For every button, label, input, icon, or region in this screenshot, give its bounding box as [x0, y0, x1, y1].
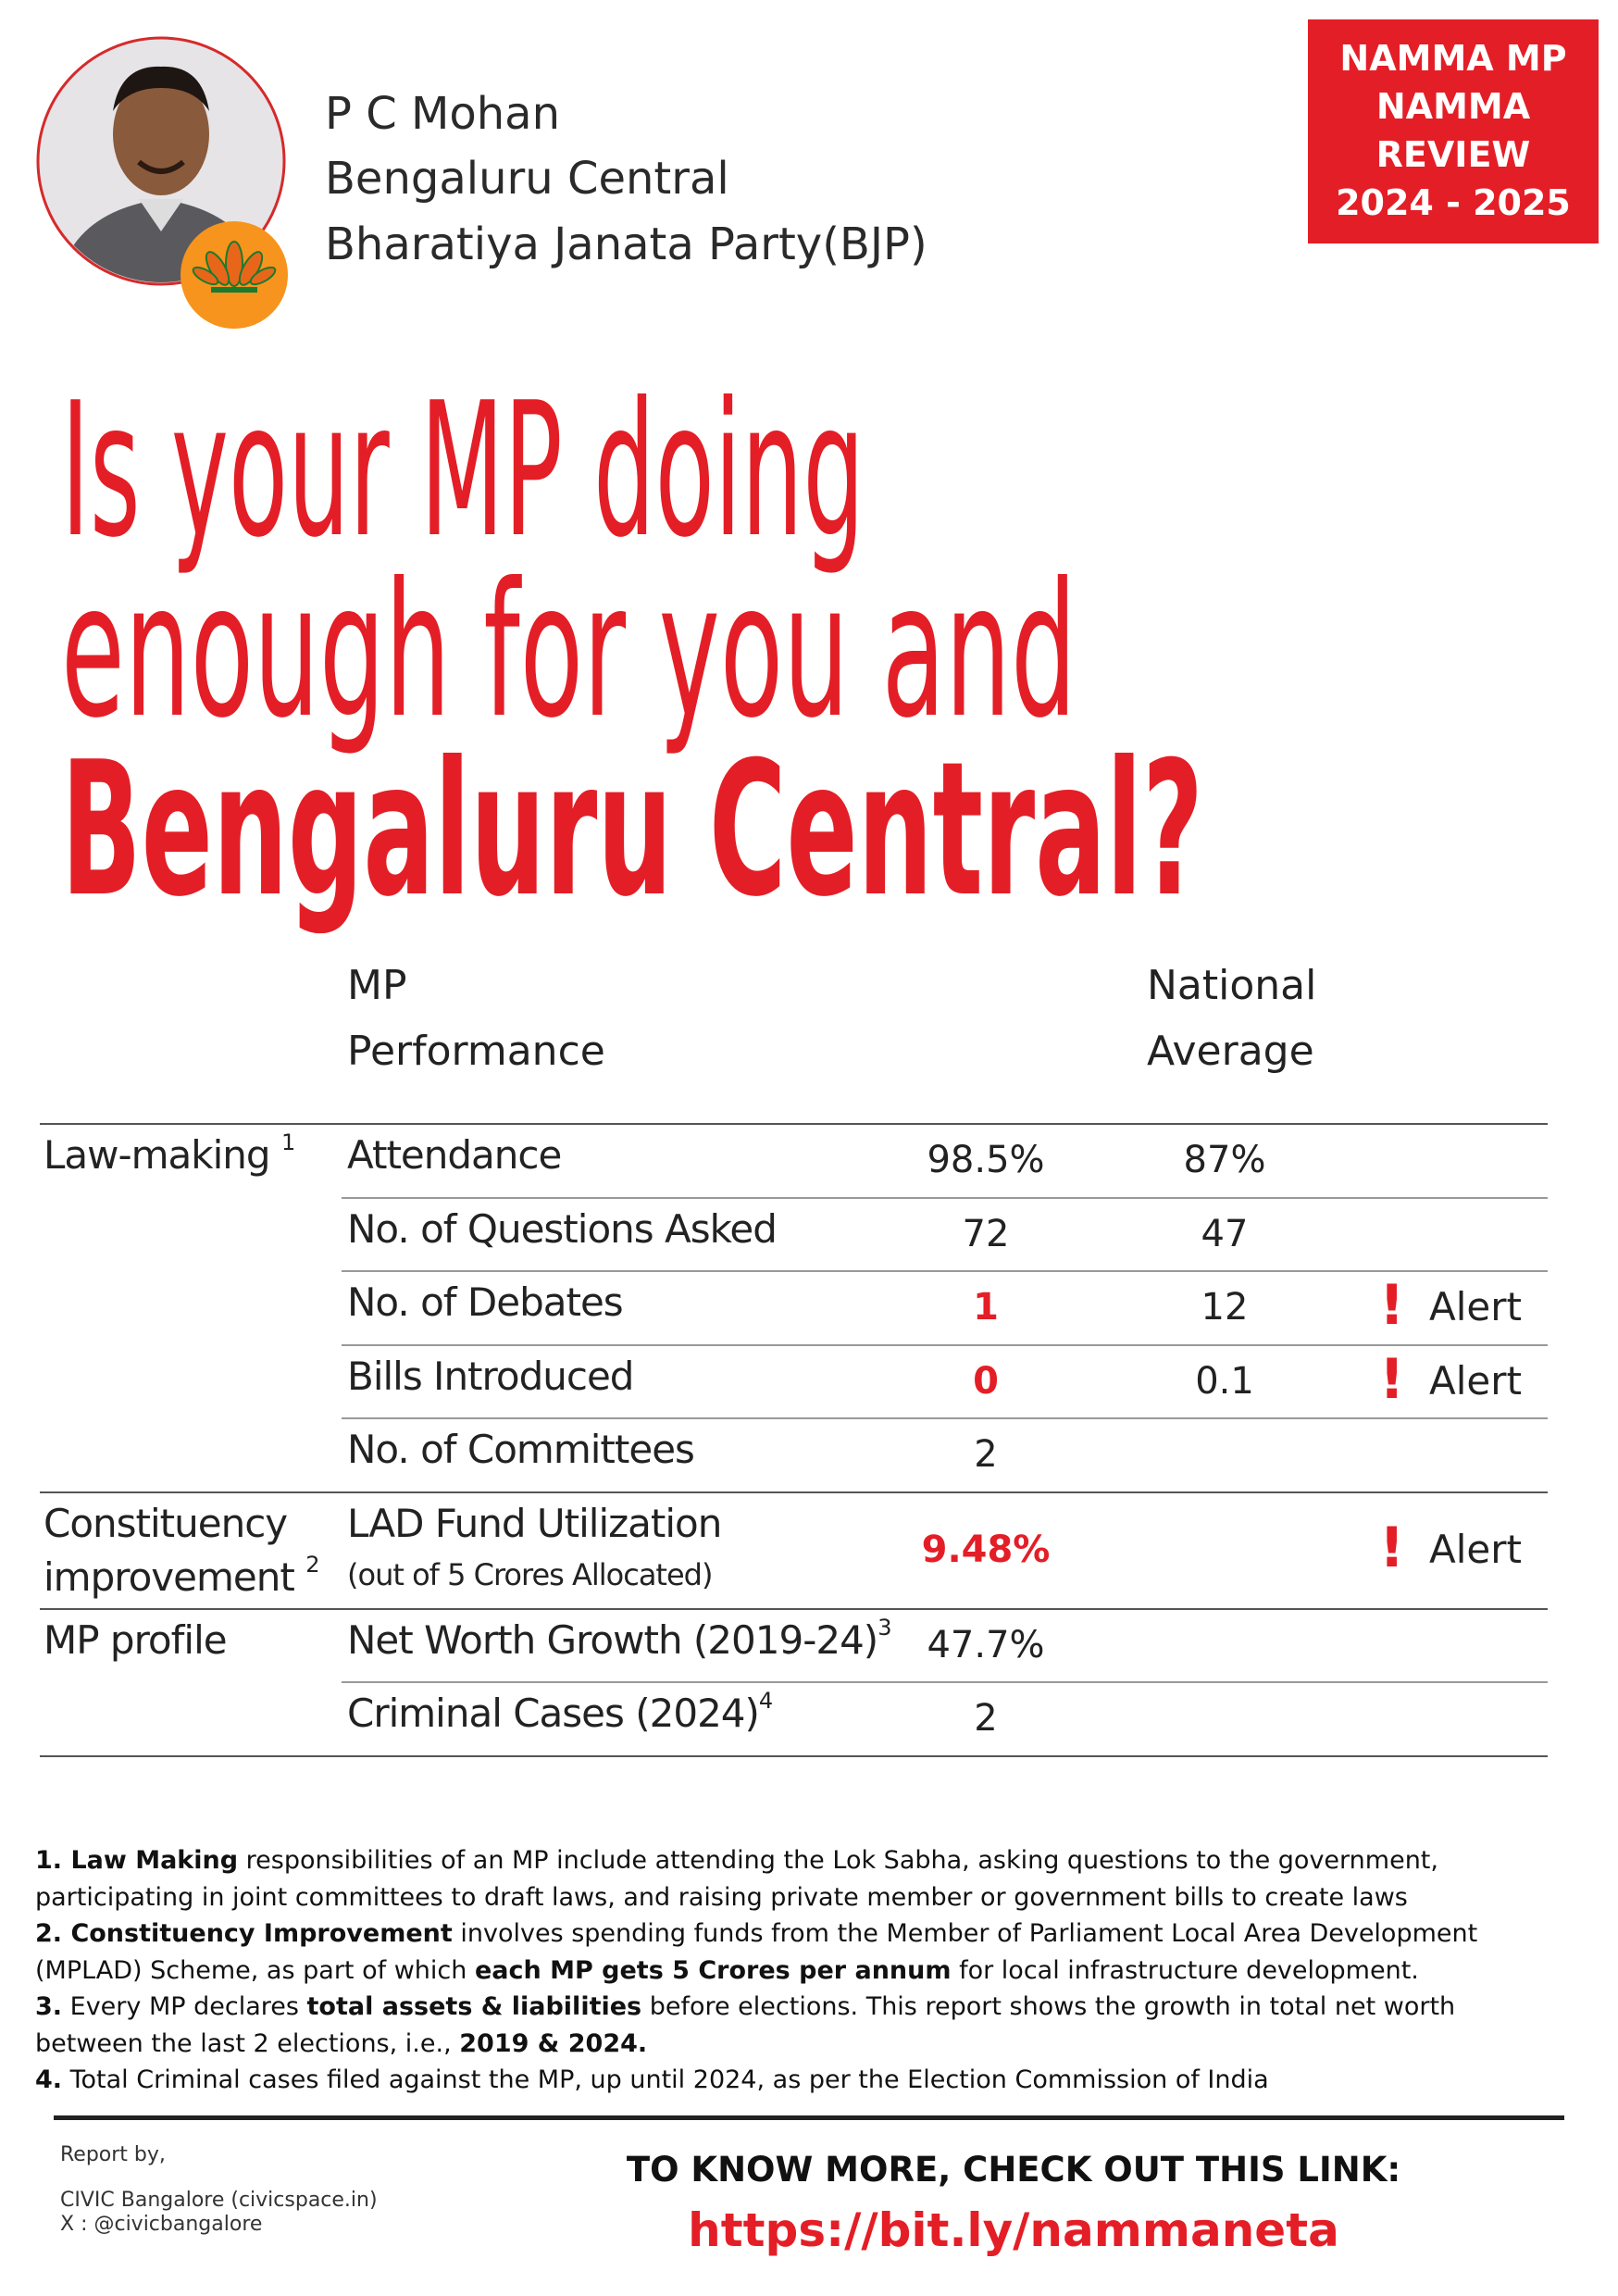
badge-line: NAMMA MP	[1339, 38, 1567, 79]
national-average: 12	[1201, 1286, 1249, 1329]
headline-line: Is your MP doing	[61, 363, 865, 579]
mp-value: 47.7%	[927, 1623, 1045, 1666]
metric: No. of Questions Asked	[347, 1205, 778, 1252]
footnote: 4. Total Criminal cases filed against th…	[35, 2062, 1553, 2099]
review-badge: NAMMA MP NAMMA REVIEW 2024 - 2025	[1308, 19, 1599, 243]
footnotes: 1. Law Making responsibilities of an MP …	[35, 1842, 1553, 2099]
badge-line: REVIEW	[1375, 134, 1531, 175]
mp-value: 1	[973, 1286, 999, 1329]
mp-value: 2	[974, 1433, 998, 1476]
mp-value: 9.48%	[921, 1528, 1051, 1571]
portrait	[36, 36, 288, 329]
alert: Alert	[1429, 1284, 1522, 1329]
constituency: Bengaluru Central	[325, 153, 729, 205]
mp-value: 0	[973, 1359, 999, 1403]
metric: Attendance	[347, 1132, 562, 1178]
metric: Bills Introduced	[347, 1353, 634, 1399]
footnote-bold: 4.	[35, 2065, 63, 2094]
national-average: 47	[1201, 1212, 1249, 1255]
rule	[342, 1681, 1548, 1683]
mp-value: 72	[962, 1212, 1010, 1255]
metric-note: (out of 5 Crores Allocated)	[347, 1556, 713, 1592]
group-label: Constituency	[44, 1500, 288, 1546]
mp-name: P C Mohan	[325, 88, 561, 140]
metric: Net Worth Growth (2019-24)3	[347, 1614, 891, 1663]
headline: Is your MP doing enough for you and Beng…	[61, 363, 1203, 938]
footnote-text: involves spending funds from the Member …	[35, 1919, 1486, 1985]
metric: No. of Debates	[347, 1279, 624, 1325]
footnote: 1. Law Making responsibilities of an MP …	[35, 1842, 1553, 1915]
footnote-bold: 3.	[35, 1992, 63, 2021]
handle: X : @civicbangalore	[60, 2213, 263, 2236]
metric: Criminal Cases (2024)4	[347, 1688, 773, 1736]
alert: Alert	[1429, 1526, 1522, 1572]
rule	[40, 1754, 1548, 1757]
headline-line: enough for you and	[61, 543, 1077, 759]
alert: Alert	[1429, 1357, 1522, 1404]
org: CIVIC Bangalore (civicspace.in)	[60, 2189, 378, 2212]
mp-value: 2	[974, 1697, 998, 1740]
footnote-bold: each MP gets 5 Crores per annum	[474, 1955, 952, 1985]
group-label: MP profile	[44, 1616, 228, 1663]
badge-line: 2024 - 2025	[1336, 182, 1571, 223]
footnote-ref: 2	[305, 1551, 319, 1578]
report-by: Report by,	[60, 2143, 166, 2166]
rule	[40, 1491, 1548, 1493]
rule	[342, 1196, 1548, 1199]
rule	[342, 1270, 1548, 1272]
footnote-text: Every MP declares	[62, 1992, 307, 2021]
group-label: Law-making 1	[44, 1129, 295, 1178]
mp-value: 98.5%	[927, 1139, 1045, 1181]
column-header: Performance	[347, 1028, 605, 1075]
footnote-ref: 3	[877, 1614, 891, 1641]
headline-line: Bengaluru Central?	[61, 722, 1203, 938]
footnote-bold: 2019 & 2024.	[459, 2028, 648, 2058]
footnote-bold: total assets & liabilities	[306, 1992, 642, 2021]
footnote: 2. Constituency Improvement involves spe…	[35, 1915, 1553, 1989]
rule	[342, 1343, 1548, 1346]
column-header: Average	[1147, 1028, 1314, 1075]
footnote-text: before elections. This report shows the …	[35, 1992, 1463, 2058]
footnote-text: for local infrastructure development.	[951, 1955, 1419, 1985]
column-header: National	[1147, 962, 1317, 1009]
rule	[40, 1123, 1548, 1125]
alert-icon: !	[1379, 1273, 1404, 1338]
link[interactable]: https://bit.ly/nammaneta	[688, 2203, 1339, 2257]
alert-icon: !	[1379, 1515, 1404, 1580]
metric: No. of Committees	[347, 1427, 695, 1472]
footnote-text: responsibilities of an MP include attend…	[35, 1846, 1447, 1912]
party: Bharatiya Janata Party(BJP)	[325, 218, 927, 270]
metric: LAD Fund Utilization	[347, 1500, 722, 1546]
badge-line: NAMMA	[1375, 86, 1531, 127]
footnote-ref: 1	[280, 1129, 295, 1155]
national-average: 0.1	[1195, 1359, 1254, 1403]
group-label: improvement 2	[44, 1551, 319, 1600]
national-average: 87%	[1183, 1139, 1266, 1181]
divider	[54, 2115, 1564, 2120]
footnote-bold: 2. Constituency Improvement	[35, 1919, 453, 1948]
alert-icon: !	[1379, 1346, 1404, 1412]
footnote-ref: 4	[758, 1688, 773, 1714]
footnote: 3. Every MP declares total assets & liab…	[35, 1989, 1553, 2062]
rule	[342, 1417, 1548, 1419]
rule	[40, 1607, 1548, 1610]
footnote-text: Total Criminal cases filed against the M…	[62, 2065, 1269, 2094]
cta: TO KNOW MORE, CHECK OUT THIS LINK:	[626, 2150, 1401, 2190]
column-header: MP	[347, 962, 407, 1009]
footnote-bold: 1. Law Making	[35, 1846, 239, 1875]
